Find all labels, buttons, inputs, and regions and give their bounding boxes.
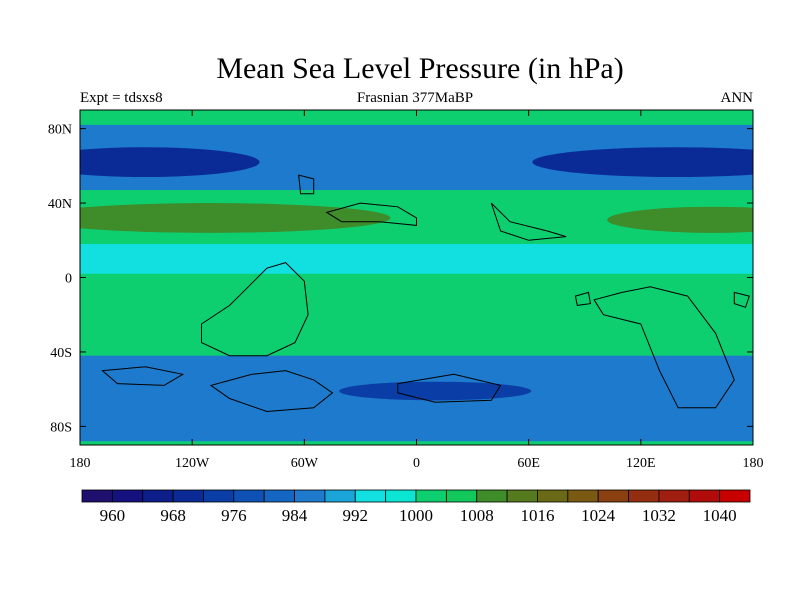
colorbar-swatch-1 <box>111 489 144 503</box>
colorbar-swatch-7 <box>294 489 326 503</box>
colorbar-label-0: 960 <box>100 506 126 525</box>
field-cell-8 <box>339 381 532 401</box>
colorbar-swatch-13 <box>476 489 508 503</box>
colorbar-label-7: 1016 <box>520 506 554 525</box>
colorbar-swatch-17 <box>597 489 629 503</box>
x-axis: 180 120W 60W 0 60E 120E 180 <box>70 110 764 471</box>
season-label: ANN <box>720 90 754 106</box>
colorbar: 960 968 976 984 992 1000 1008 1016 1024 1032 1040 <box>81 489 751 525</box>
colorbar-swatch-10 <box>385 489 417 503</box>
colorbar-swatch-2 <box>142 489 174 503</box>
y-tick-label-4: 80S <box>50 420 72 435</box>
colorbar-label-1: 968 <box>160 506 186 525</box>
field-cell-4 <box>80 203 391 233</box>
chart-title: Mean Sea Level Pressure (in hPa) <box>216 52 624 85</box>
y-tick-label-1: 40N <box>48 197 72 212</box>
colorbar-label-8: 1024 <box>581 506 616 525</box>
colorbar-label-10: 1040 <box>703 506 737 525</box>
colorbar-swatch-5 <box>233 489 265 503</box>
colorbar-label-6: 1008 <box>460 506 494 525</box>
colorbar-swatch-14 <box>506 489 538 503</box>
field-cell-5 <box>532 147 753 177</box>
colorbar-swatch-20 <box>688 489 721 503</box>
colorbar-swatch-16 <box>567 489 599 503</box>
field-cell-7 <box>607 206 753 233</box>
y-tick-label-3: 40S <box>50 346 72 361</box>
x-tick-label-5: 120E <box>626 456 656 471</box>
colorbar-swatch-11 <box>415 489 447 503</box>
colorbar-swatch-0 <box>81 489 113 503</box>
colorbar-swatch-3 <box>172 489 204 503</box>
map-field <box>80 110 753 445</box>
coastline-5 <box>397 373 502 403</box>
colorbar-swatch-9 <box>354 489 387 503</box>
colorbar-swatch-4 <box>203 489 235 503</box>
coastline-8 <box>574 291 591 306</box>
x-tick-label-2: 60W <box>291 456 319 471</box>
coastline-7 <box>298 174 315 195</box>
colorbar-swatch-18 <box>628 489 660 503</box>
x-tick-label-0: 180 <box>70 456 91 471</box>
coastline-3 <box>490 202 567 241</box>
field-band-3 <box>80 244 753 274</box>
coastlines <box>101 174 750 413</box>
coastline-2 <box>325 202 417 226</box>
x-tick-label-1: 120W <box>175 456 210 471</box>
colorbar-swatch-15 <box>537 489 569 503</box>
field-band-2 <box>80 296 753 356</box>
colorbar-swatch-12 <box>445 489 478 503</box>
x-tick-label-3: 0 <box>413 456 420 471</box>
x-tick-label-6: 180 <box>743 456 764 471</box>
y-tick-label-2: 0 <box>65 272 72 287</box>
y-tick-label-0: 80N <box>48 123 72 138</box>
colorbar-swatch-21 <box>719 489 751 503</box>
colorbar-label-9: 1032 <box>642 506 676 525</box>
coastline-1 <box>209 370 334 413</box>
colorbar-swatch-8 <box>324 489 356 503</box>
colorbar-label-4: 992 <box>343 506 369 525</box>
colorbar-swatch-19 <box>658 489 690 503</box>
experiment-label: Expt = tdsxs8 <box>80 90 163 106</box>
coastline-6 <box>101 366 185 386</box>
coastline-9 <box>733 291 750 308</box>
x-tick-label-4: 60E <box>517 456 540 471</box>
colorbar-label-3: 984 <box>282 506 308 525</box>
field-cell-6 <box>80 147 260 177</box>
coastline-0 <box>201 262 309 357</box>
colorbar-label-2: 976 <box>221 506 247 525</box>
coastline-4 <box>593 286 735 409</box>
colorbar-label-5: 1000 <box>399 506 433 525</box>
y-axis: 80N 40N 0 40S 80S <box>48 123 753 435</box>
period-label: Frasnian 377MaBP <box>356 90 474 106</box>
colorbar-swatch-6 <box>263 489 295 503</box>
